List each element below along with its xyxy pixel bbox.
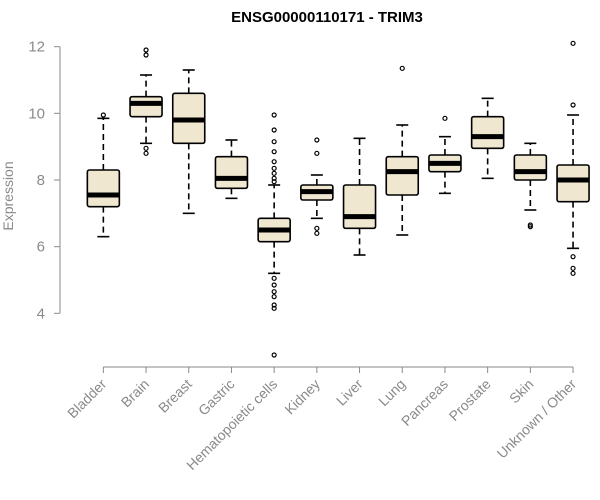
outlier-point: [271, 165, 277, 171]
box-iqr: [214, 155, 249, 190]
y-axis: 4 6 8 10 12: [28, 39, 61, 322]
x-tick-label: Prostate: [446, 376, 494, 424]
box-breast: [171, 69, 206, 215]
outlier-point: [570, 40, 576, 46]
box-skin: [513, 142, 548, 230]
x-tick-label: Lung: [375, 376, 408, 409]
outlier-point: [399, 65, 405, 71]
x-tick-label: Pancreas: [398, 376, 451, 429]
x-tick-label: Gastric: [195, 376, 238, 419]
y-tick-label: 4: [37, 305, 45, 322]
outlier-point: [271, 159, 277, 165]
x-tick-label: Brain: [118, 376, 152, 410]
plot-area: [86, 40, 590, 358]
outlier-point: [271, 179, 277, 185]
outlier-point: [314, 150, 320, 156]
x-tick-label: Kidney: [281, 376, 323, 418]
box-gastric: [214, 139, 249, 200]
outlier-point: [271, 149, 277, 155]
outlier-point: [570, 270, 576, 276]
outlier-point: [570, 265, 576, 271]
box-hematopoietic-cells: [257, 112, 291, 358]
outlier-point: [570, 102, 576, 108]
y-tick-label: 6: [37, 239, 45, 256]
box-lung: [385, 65, 420, 236]
box-iqr: [129, 95, 163, 118]
box-bladder: [86, 112, 121, 238]
outlier-point: [143, 145, 149, 151]
y-axis-label: Expression: [0, 161, 16, 230]
outlier-point: [143, 150, 149, 156]
outlier-point: [314, 137, 320, 143]
box-iqr: [86, 169, 121, 208]
x-tick-label: Skin: [506, 376, 537, 407]
box-prostate: [470, 97, 505, 180]
outlier-point: [100, 112, 106, 118]
outlier-point: [271, 275, 277, 281]
y-tick-label: 12: [28, 39, 45, 56]
x-tick-label: Unknown / Other: [494, 376, 580, 462]
outlier-point: [314, 225, 320, 231]
outlier-point: [271, 289, 277, 295]
outlier-point: [271, 352, 277, 358]
box-iqr: [342, 184, 377, 230]
x-tick-label: Bladder: [64, 376, 110, 422]
outlier-point: [143, 47, 149, 53]
box-iqr: [513, 154, 548, 181]
outlier-point: [271, 112, 277, 118]
x-tick-label: Breast: [155, 376, 195, 416]
outlier-point: [527, 222, 533, 228]
outlier-point: [271, 127, 277, 133]
box-iqr: [470, 115, 505, 150]
box-pancreas: [428, 115, 462, 195]
box-brain: [129, 47, 163, 156]
y-tick-label: 8: [37, 172, 45, 189]
x-tick-label: Liver: [333, 376, 366, 409]
chart-title: ENSG00000110171 - TRIM3: [231, 9, 423, 26]
outlier-point: [271, 302, 277, 308]
outlier-point: [271, 139, 277, 145]
outlier-point: [314, 230, 320, 236]
outlier-point: [143, 52, 149, 58]
box-iqr: [556, 164, 590, 203]
outlier-point: [271, 294, 277, 300]
box-iqr: [385, 155, 420, 196]
box-liver: [342, 137, 377, 256]
y-tick-label: 10: [28, 105, 45, 122]
outlier-point: [271, 305, 277, 311]
outlier-point: [527, 224, 533, 230]
outlier-point: [271, 282, 277, 288]
outlier-point: [271, 170, 277, 176]
outlier-point: [442, 115, 448, 121]
box-unknown-other: [556, 40, 590, 276]
outlier-point: [271, 175, 277, 181]
outlier-point: [570, 254, 576, 260]
box-kidney: [300, 137, 334, 236]
